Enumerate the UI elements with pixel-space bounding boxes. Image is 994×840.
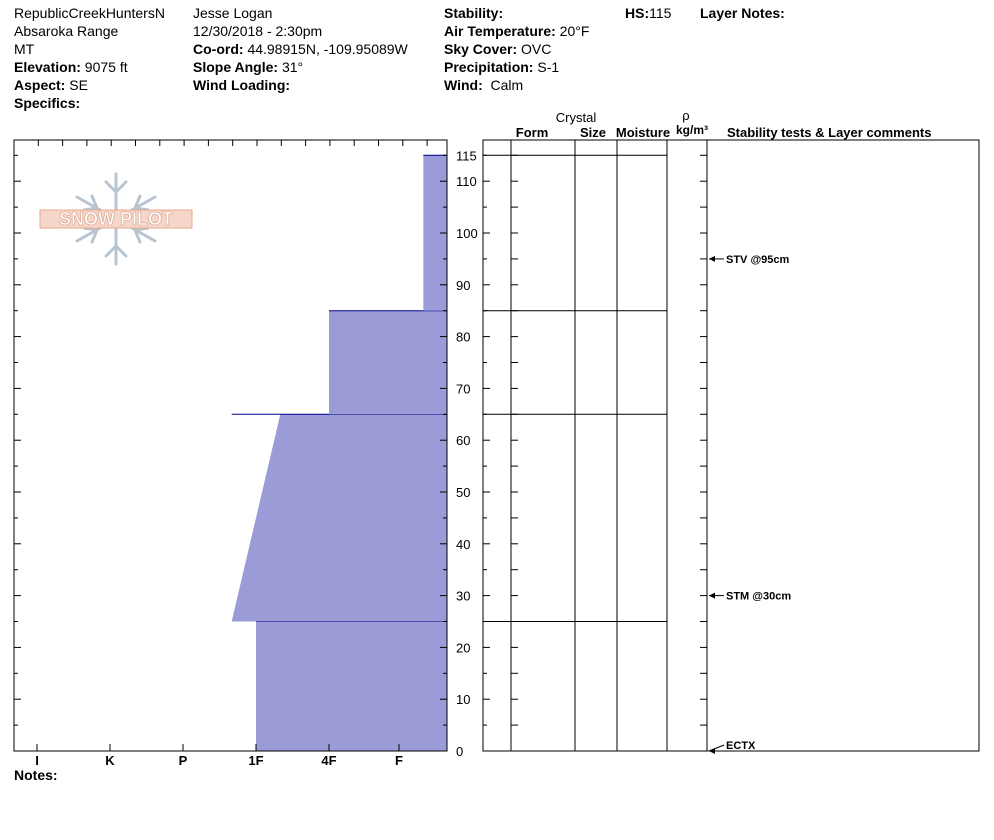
depth-label-30: 30 <box>456 589 470 604</box>
size-header: Size <box>580 125 606 140</box>
logo-text: SNOW PILOT <box>59 209 173 229</box>
specifics-label: Specifics: <box>14 95 81 111</box>
test-label-1: STM @30cm <box>726 591 791 603</box>
wind-value: Calm <box>490 77 524 93</box>
observation-datetime: 12/30/2018 - 2:30pm <box>193 23 323 39</box>
elevation-label: Elevation: <box>14 59 81 75</box>
depth-label-10: 10 <box>456 692 470 707</box>
snowpilot-logo: SNOW PILOT <box>39 172 193 266</box>
wind: Wind: Calm <box>444 77 523 93</box>
hs-value: 115 <box>649 5 672 21</box>
layer-notes-label: Layer Notes: <box>700 5 785 21</box>
arrow-icon <box>709 748 715 754</box>
layer-notes: Layer Notes: <box>700 5 785 21</box>
observer-name: Jesse Logan <box>193 5 273 21</box>
crystal-header: Crystal <box>556 110 597 125</box>
precip-value: S-1 <box>537 59 560 75</box>
arrow-icon <box>709 592 715 599</box>
slope-value: 31° <box>281 59 304 75</box>
hardness-layer-0 <box>256 621 447 751</box>
aspect: Aspect: SE <box>14 77 88 93</box>
depth-label-50: 50 <box>456 485 470 500</box>
depth-label-110: 110 <box>456 174 477 189</box>
notes: Notes: <box>14 767 58 783</box>
precipitation: Precipitation: S-1 <box>444 59 559 75</box>
state: MT <box>14 41 35 57</box>
depth-label-80: 80 <box>456 330 470 345</box>
hardness-label-4F: 4F <box>321 753 336 768</box>
depth-label-60: 60 <box>456 433 470 448</box>
air-temp-value: 20°F <box>559 23 590 39</box>
hardness-layer-1 <box>231 414 447 622</box>
coord-value: 44.98915N, -109.95089W <box>247 41 408 57</box>
sky-value: OVC <box>521 41 552 57</box>
moisture-header: Moisture <box>616 125 670 140</box>
stability: Stability: <box>444 5 503 21</box>
hardness-plot-frame <box>13 139 448 752</box>
form-header: Form <box>516 125 549 140</box>
comments-header: Stability tests & Layer comments <box>727 125 931 140</box>
layer-table-frame <box>482 139 980 752</box>
depth-label-40: 40 <box>456 537 470 552</box>
rho-header: ρ <box>682 108 689 123</box>
wind-label: Wind: <box>444 77 483 93</box>
precip-label: Precipitation: <box>444 59 534 75</box>
air-temperature: Air Temperature: 20°F <box>444 23 589 39</box>
air-temp-label: Air Temperature: <box>444 23 556 39</box>
aspect-label: Aspect: <box>14 77 66 93</box>
slope-angle: Slope Angle: 31° <box>193 59 303 75</box>
mountain-range: Absaroka Range <box>14 23 119 39</box>
elevation: Elevation: 9075 ft <box>14 59 128 75</box>
hardness-layer-3 <box>423 155 447 311</box>
hardness-label-K: K <box>105 753 115 768</box>
wind-loading-label: Wind Loading: <box>193 77 291 93</box>
aspect-value: SE <box>69 77 88 93</box>
depth-label-90: 90 <box>456 278 470 293</box>
notes-label: Notes: <box>14 767 58 783</box>
depth-label-0: 0 <box>456 744 463 759</box>
depth-label-70: 70 <box>456 381 470 396</box>
hardness-label-F: F <box>395 753 403 768</box>
hs-label: HS: <box>625 5 650 21</box>
coordinates: Co-ord: 44.98915N, -109.95089W <box>193 41 408 57</box>
hardness-layer-2 <box>329 310 447 415</box>
wind-loading: Wind Loading: <box>193 77 290 93</box>
sky-label: Sky Cover: <box>444 41 518 57</box>
density-unit-header: kg/m³ <box>676 123 708 137</box>
slope-label: Slope Angle: <box>193 59 279 75</box>
specifics: Specifics: <box>14 95 80 111</box>
test-label-0: STV @95cm <box>726 254 790 266</box>
test-label-2: ECTX <box>726 740 756 752</box>
hardness-label-P: P <box>179 753 188 768</box>
depth-label-100: 100 <box>456 226 478 241</box>
hardness-label-1F: 1F <box>248 753 263 768</box>
sky-cover: Sky Cover: OVC <box>444 41 551 57</box>
hardness-label-I: I <box>35 753 39 768</box>
elevation-value: 9075 ft <box>84 59 128 75</box>
coord-label: Co-ord: <box>193 41 244 57</box>
arrow-icon <box>709 255 715 262</box>
location-name: RepublicCreekHuntersN <box>14 5 165 21</box>
depth-label-20: 20 <box>456 640 470 655</box>
depth-label-115: 115 <box>456 148 477 163</box>
snow-height: HS:115 <box>625 5 671 21</box>
stability-label: Stability: <box>444 5 504 21</box>
